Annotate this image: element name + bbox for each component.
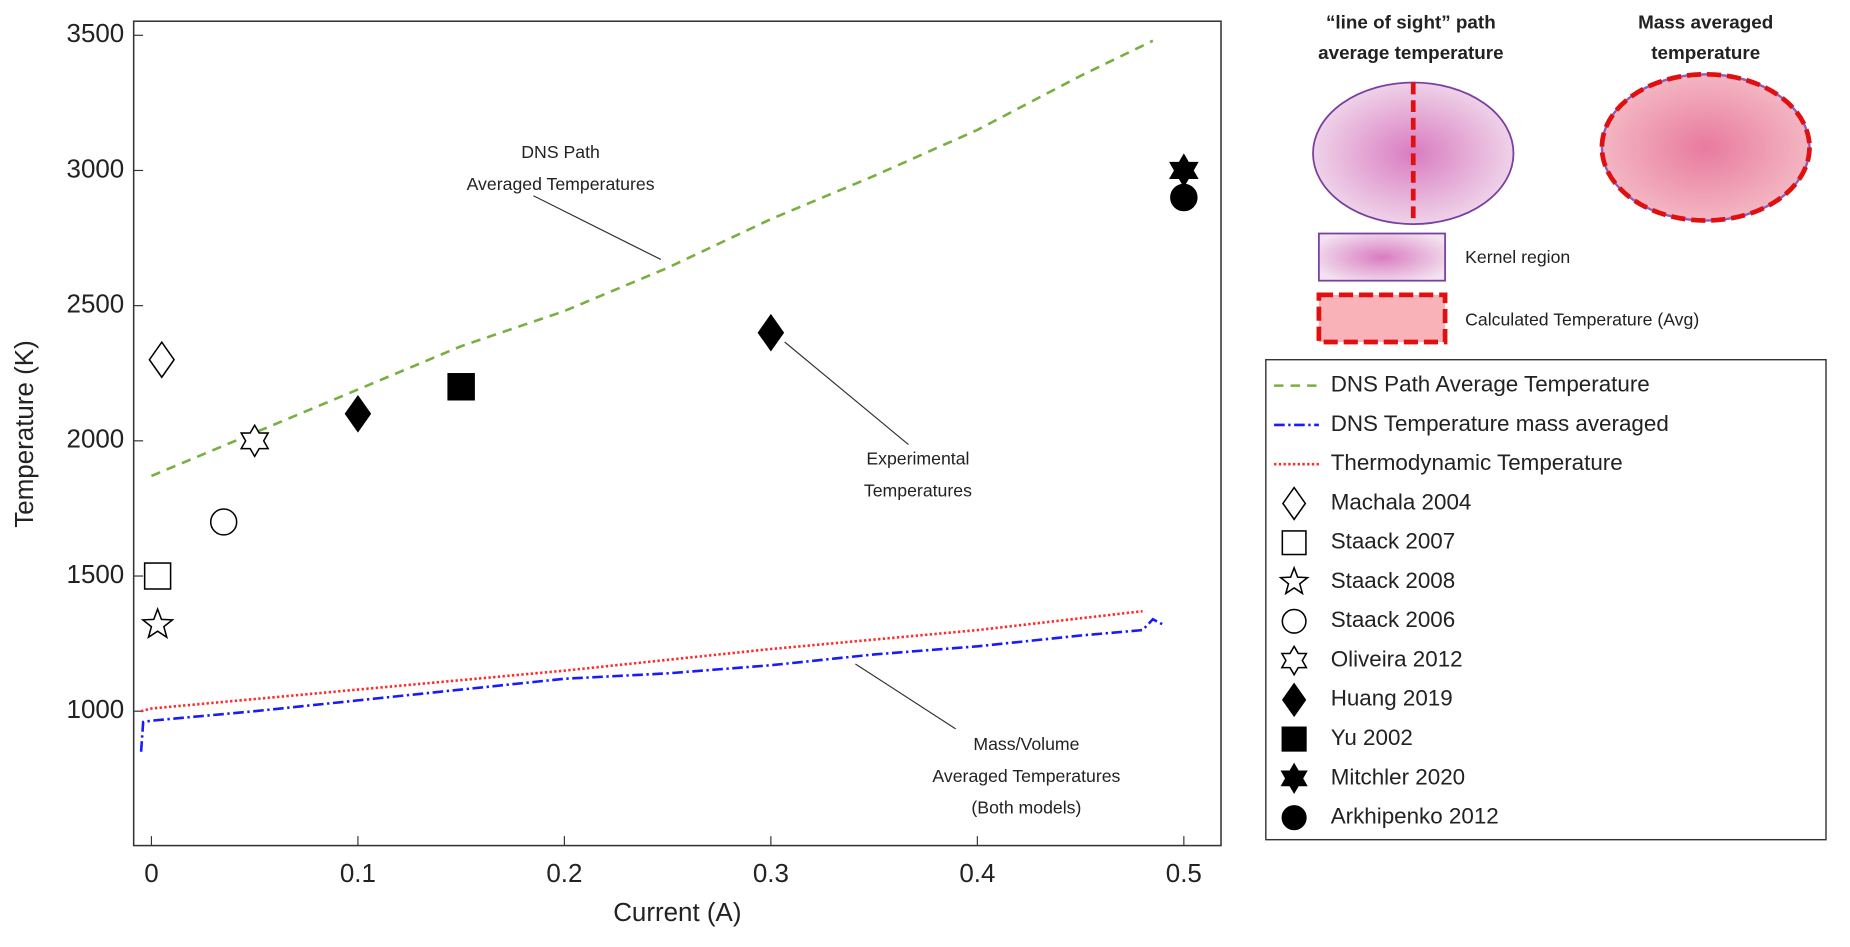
- data-line: [150, 39, 1154, 478]
- legend-marker: [1281, 726, 1307, 752]
- legend-label: Huang 2019: [1331, 686, 1453, 711]
- y-tick-label: 3500: [67, 20, 125, 48]
- annotation: Experimental: [866, 449, 969, 469]
- marker: [209, 508, 238, 536]
- legend-marker: [1281, 486, 1307, 521]
- diagram-title: Mass averaged: [1638, 12, 1773, 33]
- annotation: Averaged Temperatures: [467, 174, 655, 194]
- marker: [239, 423, 270, 458]
- y-tick-label: 3000: [67, 155, 125, 183]
- marker: [140, 606, 175, 640]
- legend: [1265, 358, 1827, 841]
- annotation: DNS Path: [521, 142, 600, 162]
- legend-label: Staack 2006: [1331, 607, 1455, 632]
- legend-marker: [1280, 644, 1308, 677]
- data-line: [139, 617, 1164, 752]
- y-tick-label: 1000: [67, 696, 125, 724]
- legend-label: DNS Path Average Temperature: [1331, 372, 1650, 397]
- legend-marker: [1281, 805, 1307, 831]
- legend-marker: [1281, 682, 1307, 718]
- diagram-title: temperature: [1651, 42, 1760, 63]
- diagram-title: average temperature: [1318, 42, 1504, 63]
- marker: [447, 373, 475, 401]
- legend-label: Machala 2004: [1331, 489, 1472, 514]
- x-tick-label: 0.3: [753, 860, 789, 888]
- x-tick-label: 0.5: [1166, 860, 1202, 888]
- legend-label: Staack 2007: [1331, 529, 1455, 554]
- marker: [344, 394, 372, 433]
- marker: [757, 313, 785, 352]
- legend-label: DNS Temperature mass averaged: [1331, 411, 1669, 436]
- legend-label: Yu 2002: [1331, 725, 1413, 750]
- annotation-pointer: [784, 341, 909, 446]
- calc-swatch: [1316, 292, 1448, 345]
- x-tick-label: 0.1: [340, 860, 376, 888]
- annotation-pointer: [855, 663, 956, 730]
- marker: [143, 562, 172, 590]
- annotation: Averaged Temperatures: [932, 766, 1120, 786]
- mass-ellipse-outline: [1599, 71, 1812, 223]
- x-tick-label: 0: [144, 860, 158, 888]
- marker: [1170, 183, 1198, 212]
- diagram-title: “line of sight” path: [1326, 12, 1496, 33]
- legend-label: Staack 2008: [1331, 568, 1455, 593]
- legend-label: Arkhipenko 2012: [1331, 804, 1499, 829]
- x-tick-label: 0.2: [546, 860, 582, 888]
- x-tick-label: 0.4: [959, 860, 995, 888]
- kernel-swatch: [1318, 232, 1446, 282]
- legend-marker: [1278, 565, 1310, 596]
- legend-marker: [1280, 762, 1308, 795]
- annotation-pointer: [533, 195, 662, 260]
- data-line: [140, 609, 1143, 713]
- y-axis-label: Temperature (K): [11, 340, 39, 527]
- legend-label: Thermodynamic Temperature: [1331, 450, 1623, 475]
- annotation: (Both models): [971, 798, 1081, 818]
- legend-marker: [1281, 530, 1307, 556]
- legend-marker: [1281, 608, 1307, 634]
- legend-label: Mitchler 2020: [1331, 764, 1465, 789]
- x-axis-label: Current (A): [613, 899, 741, 927]
- marker: [148, 340, 176, 379]
- annotation: Mass/Volume: [973, 734, 1079, 754]
- marker: [1169, 153, 1199, 188]
- legend-label: Oliveira 2012: [1331, 646, 1463, 671]
- y-tick-label: 2500: [67, 291, 125, 319]
- diagram-label: Kernel region: [1465, 247, 1570, 267]
- annotation: Temperatures: [864, 480, 972, 500]
- diagram-label: Calculated Temperature (Avg): [1465, 309, 1699, 329]
- y-tick-label: 2000: [67, 426, 125, 454]
- y-tick-label: 1500: [67, 561, 125, 589]
- plot-frame: [132, 20, 1222, 847]
- diagram: “line of sight” path average temperature…: [1312, 12, 1812, 345]
